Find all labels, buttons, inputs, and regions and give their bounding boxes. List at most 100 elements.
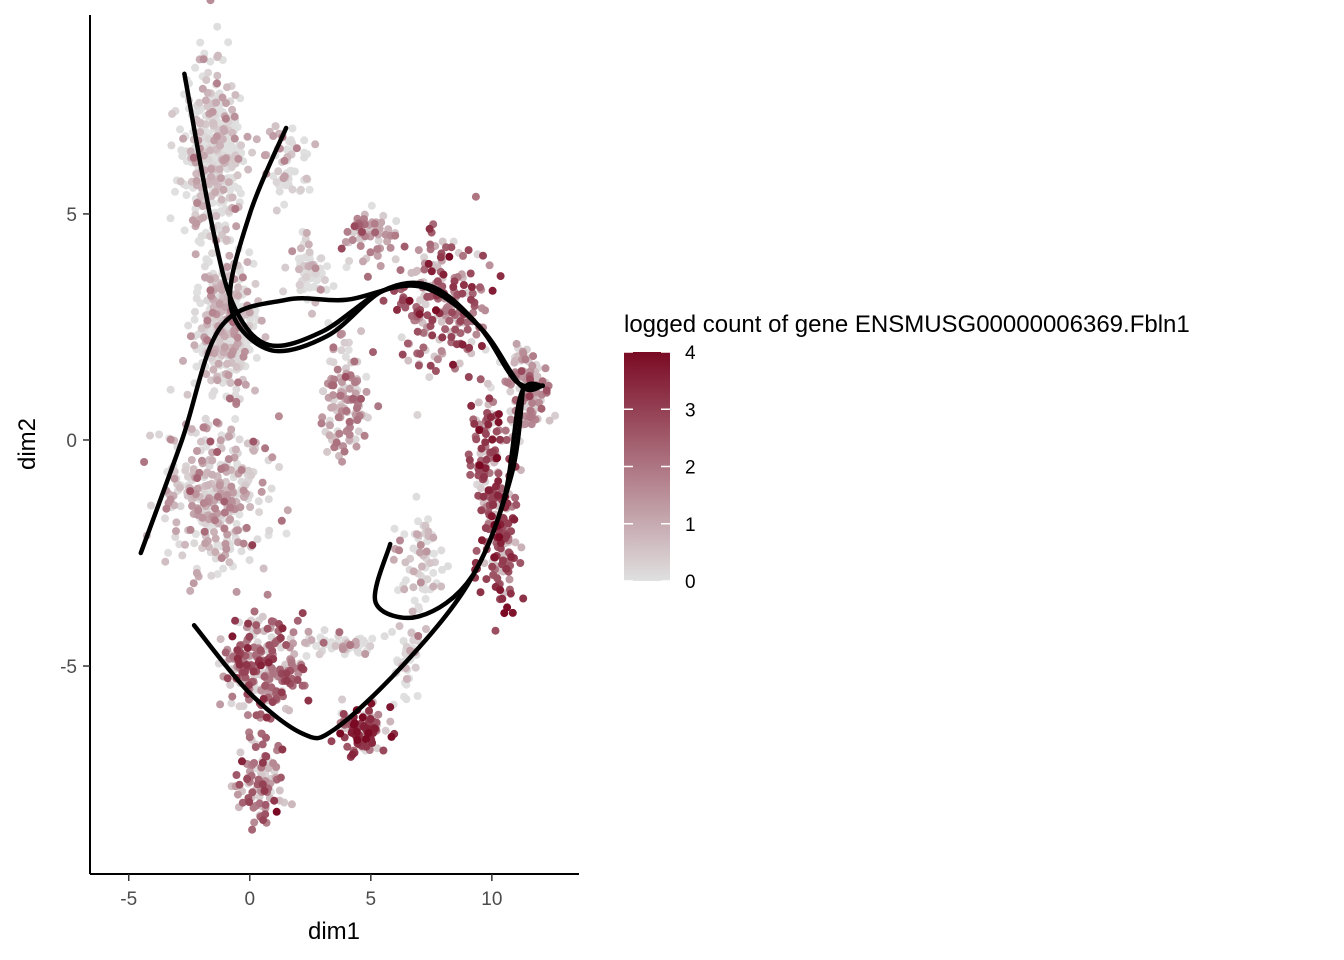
data-point [336, 391, 345, 400]
data-point [475, 426, 484, 434]
data-point [346, 641, 355, 649]
data-point [223, 530, 232, 539]
data-point [223, 490, 232, 499]
data-point [381, 726, 390, 735]
data-point [511, 493, 520, 502]
data-point [248, 541, 257, 550]
data-point [210, 516, 219, 525]
data-point [494, 477, 503, 486]
data-point [357, 394, 365, 403]
data-point [260, 786, 269, 795]
data-point [319, 638, 328, 647]
data-point [201, 96, 210, 105]
data-point [533, 372, 542, 381]
data-point [349, 228, 358, 237]
data-point [272, 807, 281, 816]
data-point [408, 607, 417, 616]
data-point [208, 249, 217, 258]
data-point [282, 145, 291, 154]
data-point [365, 706, 373, 715]
data-point [220, 127, 229, 136]
data-point [187, 456, 196, 464]
data-point [207, 172, 215, 181]
data-point [211, 548, 220, 557]
data-point [255, 508, 264, 517]
data-point [225, 432, 233, 441]
data-point [386, 243, 395, 252]
data-point [208, 470, 217, 479]
data-point [300, 136, 309, 145]
data-point [405, 296, 414, 305]
data-point [196, 38, 205, 47]
data-point [206, 57, 215, 66]
data-point [329, 381, 338, 390]
data-point [281, 263, 290, 272]
data-point [494, 469, 503, 478]
data-point [199, 423, 208, 432]
data-point [448, 308, 457, 317]
data-point [186, 487, 195, 496]
data-point [307, 636, 316, 645]
data-point [232, 385, 241, 394]
legend-tick-label: 4 [685, 343, 696, 364]
data-point [393, 305, 401, 314]
data-point [200, 262, 209, 271]
data-point [275, 187, 284, 196]
data-point [214, 51, 222, 60]
data-point [244, 619, 253, 628]
data-point [529, 352, 538, 361]
data-point [226, 378, 235, 387]
data-point [302, 174, 311, 183]
data-point [193, 447, 201, 455]
data-point [282, 641, 291, 649]
data-point [342, 406, 351, 415]
data-point [210, 528, 218, 537]
data-point [250, 607, 259, 616]
data-point [431, 367, 440, 375]
data-point [506, 415, 515, 424]
data-point [395, 622, 404, 631]
data-point [210, 387, 219, 396]
data-point [488, 448, 497, 456]
data-point [232, 397, 241, 406]
data-point [452, 340, 461, 349]
data-point [362, 735, 370, 744]
data-point [315, 650, 324, 659]
data-point [245, 632, 254, 641]
data-point [275, 786, 284, 795]
data-point [329, 358, 338, 367]
data-point [402, 695, 411, 704]
data-point [222, 544, 231, 553]
data-point [348, 394, 357, 403]
data-point [352, 442, 361, 451]
data-point [252, 621, 261, 630]
data-point [230, 182, 239, 191]
data-point [429, 568, 438, 577]
data-point [192, 219, 201, 228]
data-point [302, 652, 311, 660]
data-point [206, 286, 215, 295]
data-point [494, 410, 503, 419]
data-point [241, 380, 250, 389]
data-point [268, 698, 277, 707]
data-point [274, 167, 283, 176]
data-point [364, 729, 373, 738]
data-point [487, 512, 496, 521]
data-point [366, 248, 375, 257]
data-point [245, 556, 254, 565]
data-point [213, 570, 222, 579]
data-point [422, 547, 431, 556]
data-point [478, 536, 486, 545]
data-point [211, 534, 220, 543]
data-point [226, 515, 235, 524]
data-point [172, 527, 180, 536]
data-point [226, 680, 235, 689]
data-point [219, 185, 228, 194]
data-point [400, 585, 409, 594]
data-point [183, 390, 192, 399]
data-point [234, 283, 243, 292]
data-point [320, 276, 329, 284]
data-point [538, 377, 547, 386]
data-point [363, 413, 372, 422]
data-point [526, 375, 535, 384]
